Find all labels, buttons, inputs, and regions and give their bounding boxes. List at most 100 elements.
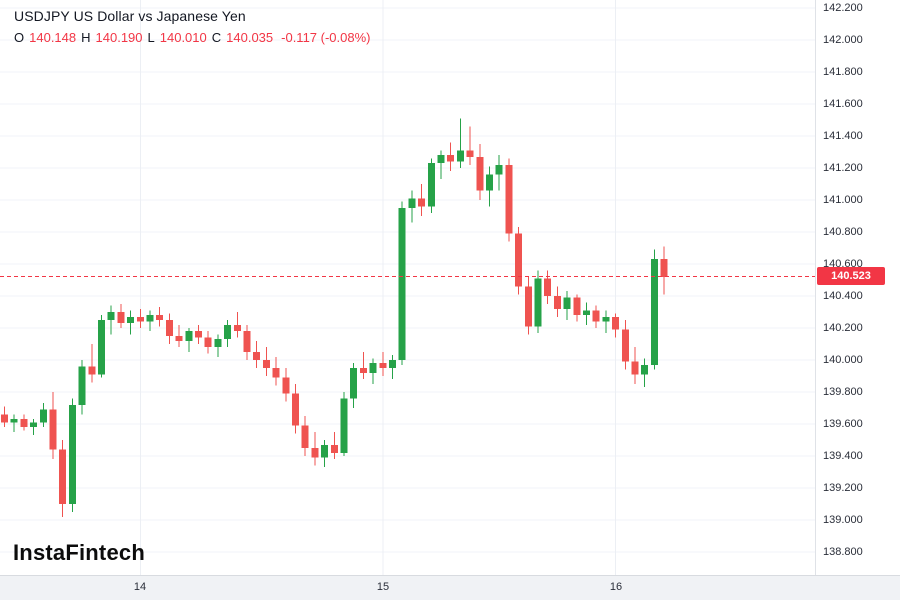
price-axis-label: 141.200: [823, 162, 863, 174]
price-axis-label: 141.800: [823, 66, 863, 78]
ohlc-change: -0.117 (-0.08%): [281, 30, 371, 45]
candle-body[interactable]: [165, 320, 173, 336]
candle-body[interactable]: [224, 324, 232, 340]
chart-legend: USDJPY US Dollar vs Japanese Yen O 140.1…: [14, 8, 371, 45]
candle-body[interactable]: [427, 163, 435, 207]
candle-body[interactable]: [127, 316, 135, 324]
candle-body[interactable]: [379, 363, 387, 368]
candle-body[interactable]: [88, 366, 96, 375]
candle-body[interactable]: [330, 444, 338, 453]
candle-body[interactable]: [476, 156, 484, 191]
price-axis-label: 140.400: [823, 290, 863, 302]
candle-body[interactable]: [156, 315, 164, 320]
candle-body[interactable]: [515, 233, 523, 287]
candle-body[interactable]: [10, 419, 18, 423]
candle-body[interactable]: [98, 320, 105, 375]
candle-body[interactable]: [544, 278, 552, 296]
price-axis[interactable]: 140.523 142.200 142.000 141.800 141.600 141.…: [815, 0, 900, 575]
candle-body[interactable]: [602, 316, 610, 322]
candle-body[interactable]: [30, 422, 38, 428]
candle-body[interactable]: [185, 331, 193, 341]
candle-body[interactable]: [524, 286, 532, 327]
ohlc-open-value: 140.148: [29, 30, 77, 45]
candle-body[interactable]: [292, 393, 299, 426]
candle-body[interactable]: [495, 164, 503, 175]
price-axis-label: 138.800: [823, 546, 863, 558]
candle-body[interactable]: [398, 208, 406, 360]
brand-watermark: InstaFintech: [13, 540, 145, 565]
candle-body[interactable]: [107, 312, 115, 320]
candle-body[interactable]: [350, 368, 358, 399]
ohlc-high-value: 140.190: [95, 30, 143, 45]
candle-body[interactable]: [39, 409, 47, 423]
candle-body[interactable]: [631, 361, 639, 375]
candle-body[interactable]: [262, 360, 270, 368]
candle-body[interactable]: [301, 425, 309, 448]
candle-body[interactable]: [311, 448, 319, 458]
candle-body[interactable]: [253, 352, 261, 360]
candle-body[interactable]: [49, 409, 57, 450]
candle-body[interactable]: [408, 198, 416, 208]
candle-body[interactable]: [195, 331, 202, 338]
candle-body[interactable]: [282, 377, 290, 394]
price-axis-label: 139.800: [823, 386, 863, 398]
candle-body[interactable]: [175, 336, 183, 341]
time-axis-label: 14: [133, 581, 147, 593]
candle-body[interactable]: [447, 155, 455, 162]
candle-body[interactable]: [641, 364, 649, 375]
candle-body[interactable]: [243, 331, 251, 352]
candle-body[interactable]: [204, 337, 212, 348]
ohlc-high-label: H: [81, 30, 91, 45]
candle-body[interactable]: [233, 324, 241, 332]
candle-body[interactable]: [78, 366, 86, 405]
price-axis-label: 141.600: [823, 98, 863, 110]
candle-body[interactable]: [466, 150, 474, 157]
candle-body[interactable]: [660, 259, 668, 277]
candle-body[interactable]: [146, 315, 154, 322]
last-price-tag: 140.523: [817, 267, 885, 285]
candle-body[interactable]: [321, 444, 329, 458]
price-axis-label: 139.200: [823, 482, 863, 494]
ohlc-low-value: 140.010: [159, 30, 207, 45]
price-axis-label: 139.400: [823, 450, 863, 462]
candle-body[interactable]: [456, 150, 464, 162]
candle-body[interactable]: [1, 414, 8, 423]
candle-body[interactable]: [553, 296, 561, 309]
candle-body[interactable]: [68, 404, 76, 504]
candle-body[interactable]: [369, 363, 377, 373]
candle-body[interactable]: [563, 297, 571, 309]
candle-body[interactable]: [136, 316, 144, 322]
candle-body[interactable]: [214, 339, 222, 348]
candle-body[interactable]: [650, 259, 658, 365]
price-axis-label: 140.800: [823, 226, 863, 238]
time-axis-label: 16: [609, 581, 623, 593]
chart-canvas[interactable]: [0, 0, 815, 575]
price-axis-label: 140.000: [823, 354, 863, 366]
time-axis[interactable]: 14 15 16: [0, 575, 900, 600]
candle-body[interactable]: [272, 368, 280, 378]
candle-body[interactable]: [389, 360, 396, 368]
candle-body[interactable]: [418, 198, 426, 207]
candle-body[interactable]: [486, 174, 493, 191]
candle-body[interactable]: [20, 419, 28, 428]
price-axis-label: 142.000: [823, 34, 863, 46]
candle-body[interactable]: [340, 398, 348, 453]
candle-body[interactable]: [534, 278, 542, 327]
ohlc-close-value: 140.035: [226, 30, 274, 45]
ohlc-close-label: C: [211, 30, 222, 45]
candle-body[interactable]: [573, 297, 581, 316]
candle-body[interactable]: [612, 316, 620, 330]
candle-body[interactable]: [583, 310, 590, 316]
candle-body[interactable]: [437, 155, 445, 164]
candle-body[interactable]: [359, 368, 367, 373]
candle-body[interactable]: [59, 449, 67, 504]
symbol-title: USDJPY US Dollar vs Japanese Yen: [14, 8, 246, 24]
candle-body[interactable]: [117, 312, 125, 324]
ohlc-low-label: L: [147, 30, 155, 45]
candle-body[interactable]: [505, 164, 513, 234]
price-axis-label: 141.400: [823, 130, 863, 142]
candle-body[interactable]: [592, 310, 600, 322]
candle-body[interactable]: [621, 329, 629, 362]
price-axis-label: 142.200: [823, 2, 863, 14]
